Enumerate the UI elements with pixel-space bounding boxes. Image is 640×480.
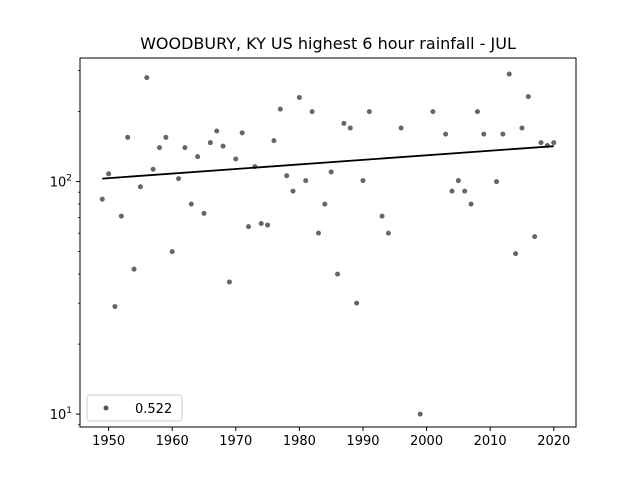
data-point xyxy=(137,184,143,190)
data-point xyxy=(106,171,112,177)
x-tick-label: 2000 xyxy=(410,434,443,449)
data-point xyxy=(366,109,372,115)
data-point xyxy=(449,188,455,194)
legend-marker xyxy=(103,405,109,411)
data-point xyxy=(468,201,474,207)
data-point xyxy=(207,140,213,146)
data-point xyxy=(398,125,404,131)
data-point xyxy=(513,251,519,257)
data-point xyxy=(163,134,169,140)
data-point xyxy=(322,201,328,207)
data-point xyxy=(258,221,264,227)
data-point xyxy=(233,156,239,162)
data-point xyxy=(494,179,500,185)
data-point xyxy=(131,266,137,272)
data-point xyxy=(455,178,461,184)
data-point xyxy=(385,230,391,236)
data-point xyxy=(271,138,277,144)
data-point xyxy=(341,120,347,126)
data-point xyxy=(328,169,334,175)
data-point xyxy=(239,130,245,136)
x-tick-label: 2010 xyxy=(474,434,507,449)
legend-box xyxy=(86,394,183,422)
data-point xyxy=(176,176,182,182)
data-point xyxy=(118,213,124,219)
data-point xyxy=(430,109,436,115)
data-point xyxy=(290,188,296,194)
data-point xyxy=(169,249,175,255)
x-tick-label: 1980 xyxy=(283,434,316,449)
data-point xyxy=(277,106,283,112)
legend: 0.522 xyxy=(86,394,183,422)
data-point xyxy=(474,109,480,115)
data-point xyxy=(144,75,150,81)
data-point xyxy=(99,196,105,202)
data-point xyxy=(296,94,302,100)
y-tick-label: 102 xyxy=(50,174,72,191)
data-point xyxy=(201,210,207,216)
y-axis: 101 102 xyxy=(50,70,80,426)
x-tick-label: 1960 xyxy=(156,434,189,449)
data-point xyxy=(354,300,360,306)
data-point xyxy=(500,131,506,137)
x-tick-label: 1990 xyxy=(346,434,379,449)
data-point xyxy=(226,279,232,285)
data-point xyxy=(284,173,290,179)
y-tick-label: 101 xyxy=(50,406,72,423)
data-point xyxy=(551,140,557,146)
data-point xyxy=(214,128,220,134)
data-point xyxy=(309,109,315,115)
x-tick-label: 1970 xyxy=(219,434,252,449)
trend-line xyxy=(102,145,554,180)
data-point xyxy=(220,143,226,149)
x-axis: 1950 1960 1970 1980 1990 2000 2010 2020 xyxy=(92,427,570,449)
data-point xyxy=(188,201,194,207)
data-point xyxy=(360,178,366,184)
data-point xyxy=(182,145,188,151)
data-point xyxy=(525,94,531,100)
chart-title: WOODBURY, KY US highest 6 hour rainfall … xyxy=(140,34,516,53)
data-point xyxy=(379,213,385,219)
data-point xyxy=(156,145,162,151)
plot-area xyxy=(79,57,577,428)
data-point xyxy=(519,125,525,131)
x-tick-label: 2020 xyxy=(537,434,570,449)
data-point xyxy=(462,188,468,194)
data-point xyxy=(125,134,131,140)
data-point xyxy=(150,166,156,172)
data-point xyxy=(246,224,252,230)
legend-label: 0.522 xyxy=(135,402,172,417)
data-points xyxy=(99,71,557,417)
data-point xyxy=(265,222,271,228)
data-point xyxy=(303,178,309,184)
data-point xyxy=(443,131,449,137)
data-point xyxy=(335,271,341,277)
data-point xyxy=(538,140,544,146)
data-point xyxy=(347,125,353,131)
data-point xyxy=(417,411,423,417)
data-point xyxy=(195,154,201,160)
data-point xyxy=(112,304,118,310)
data-point xyxy=(532,234,538,240)
data-point xyxy=(506,71,512,77)
trend-line-group xyxy=(102,145,554,180)
data-point xyxy=(315,230,321,236)
data-point xyxy=(481,131,487,137)
x-tick-label: 1950 xyxy=(92,434,125,449)
